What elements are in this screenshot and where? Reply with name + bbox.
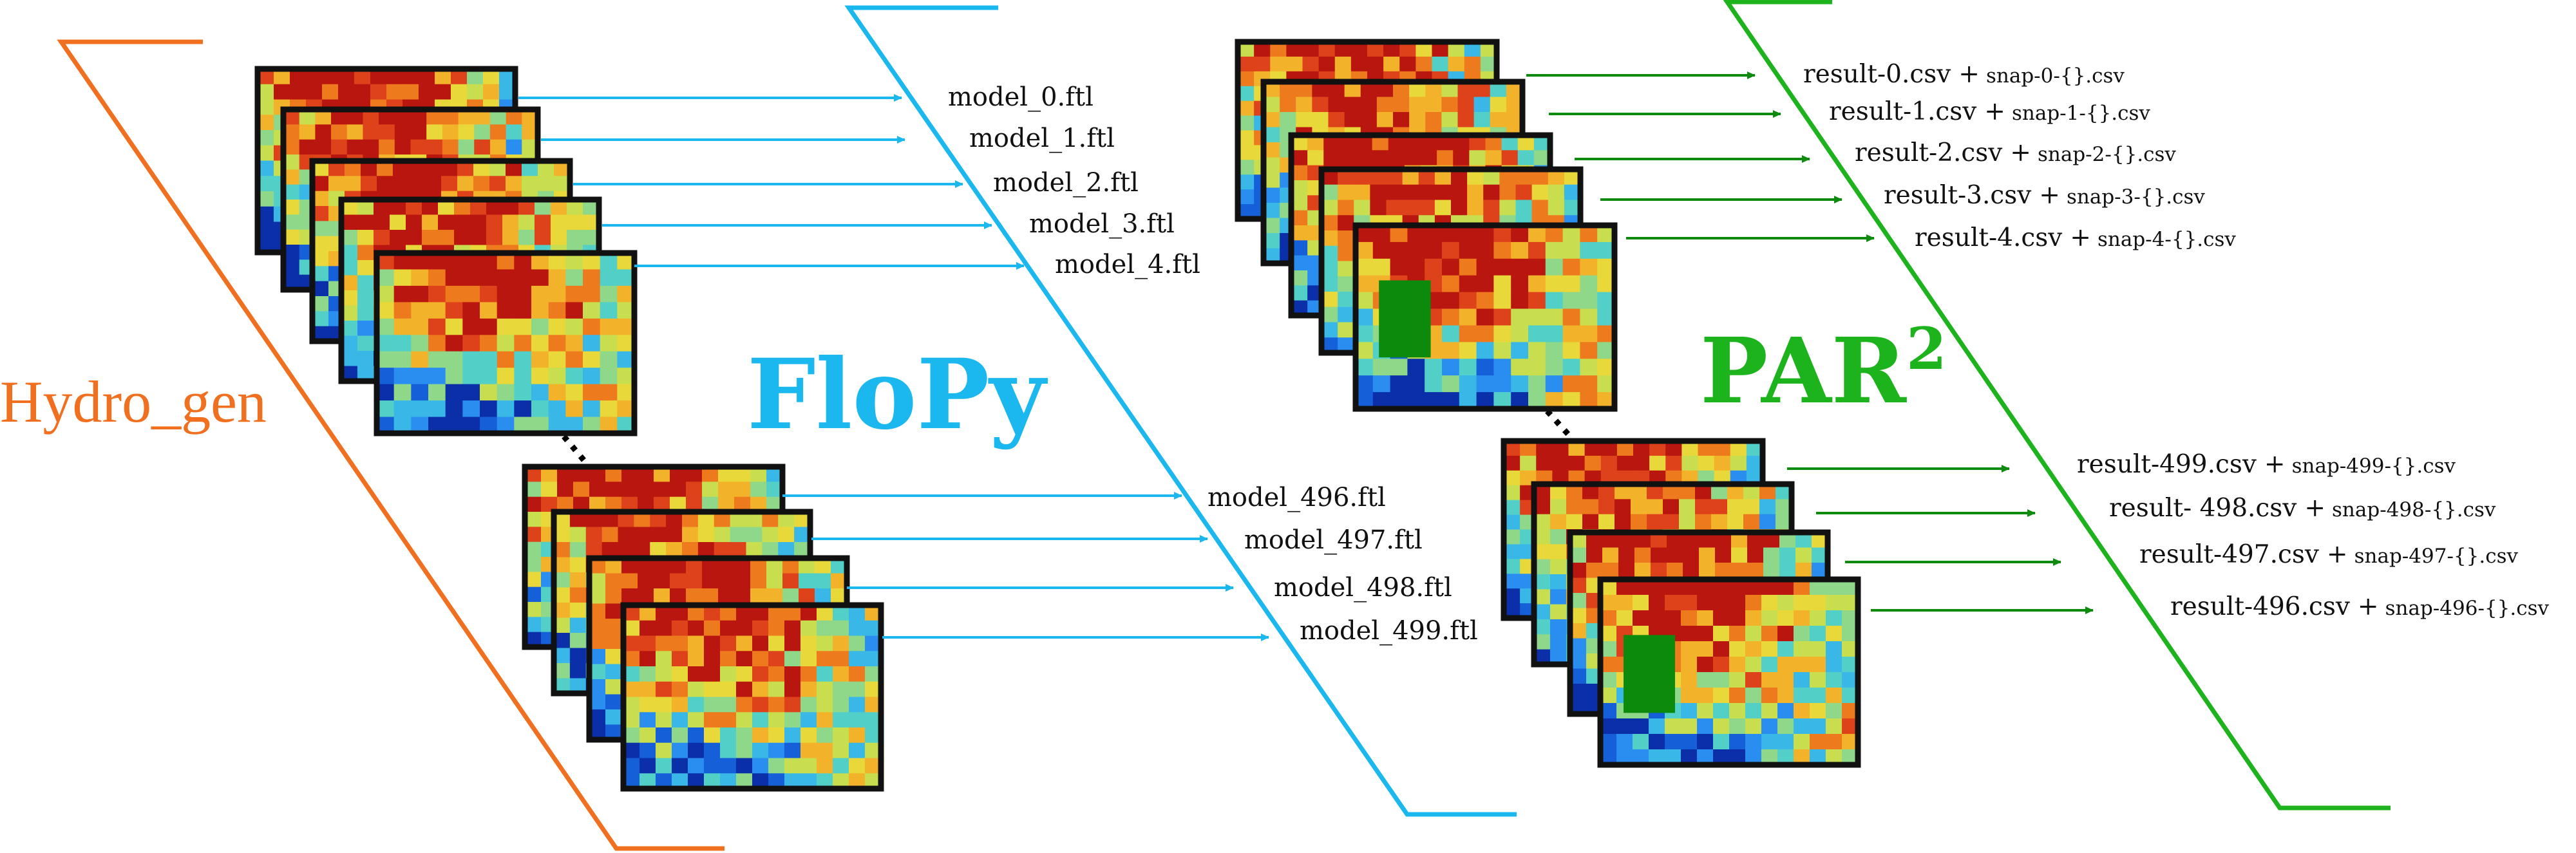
heatmap-frame <box>374 250 638 436</box>
result-file-label: result-1.csv + snap-1-{}.csv <box>1829 97 2150 126</box>
flopy-bracket <box>844 5 1517 817</box>
flopy-label: FloPy <box>747 338 1048 451</box>
result-file-label: result-4.csv + snap-4-{}.csv <box>1915 223 2236 252</box>
flopy-output-labels: model_0.ftl model_1.ftl model_2.ftl mode… <box>948 82 1478 646</box>
heatmap-frame <box>1352 222 1618 412</box>
heatmap-frame <box>620 602 884 792</box>
par2-bracket <box>1723 0 2391 811</box>
model-file-label: model_0.ftl <box>948 82 1094 112</box>
hydro-bracket <box>57 39 724 851</box>
model-file-label: model_1.ftl <box>969 124 1115 153</box>
par2-output-labels: result-0.csv + snap-0-{}.csv result-1.csv +… <box>1803 60 2549 621</box>
model-file-label: model_4.ftl <box>1055 250 1200 279</box>
par2-top-heatmap-stack <box>1235 39 1618 412</box>
model-file-label: model_2.ftl <box>993 168 1139 198</box>
heatmap-frame <box>1597 576 1861 768</box>
result-file-label: result-499.csv + snap-499-{}.csv <box>2077 450 2456 479</box>
hydro-bottom-heatmap-stack <box>522 464 884 792</box>
result-file-label: result-496.csv + snap-496-{}.csv <box>2170 592 2549 621</box>
par2-arrows-bottom <box>1787 465 2094 614</box>
par2-arrows-top <box>1526 71 1875 242</box>
model-file-label: model_3.ftl <box>1029 209 1175 239</box>
result-file-label: result- 498.csv + snap-498-{}.csv <box>2109 494 2496 523</box>
model-file-label: model_499.ftl <box>1300 616 1478 646</box>
par2-bottom-heatmap-stack <box>1501 438 1861 768</box>
par2-label-text: PAR <box>1700 319 1908 424</box>
par2-label: PAR2 <box>1700 315 1947 424</box>
result-file-label: result-3.csv + snap-3-{}.csv <box>1884 181 2205 210</box>
hydro-top-heatmap-stack <box>254 66 638 436</box>
result-file-label: result-497.csv + snap-497-{}.csv <box>2139 540 2518 569</box>
model-file-label: model_498.ftl <box>1274 573 1452 603</box>
model-file-label: model_496.ftl <box>1208 483 1386 512</box>
model-file-label: model_497.ftl <box>1244 525 1423 555</box>
flopy-arrows-bottom <box>782 492 1269 641</box>
par2-label-superscript: 2 <box>1906 315 1947 383</box>
flopy-arrows-top <box>518 94 1025 270</box>
result-file-label: result-0.csv + snap-0-{}.csv <box>1803 60 2125 89</box>
source-patch <box>1624 635 1675 713</box>
source-patch <box>1379 280 1431 358</box>
hydro-gen-label: Hydro_gen <box>0 369 267 435</box>
result-file-label: result-2.csv + snap-2-{}.csv <box>1855 138 2176 167</box>
